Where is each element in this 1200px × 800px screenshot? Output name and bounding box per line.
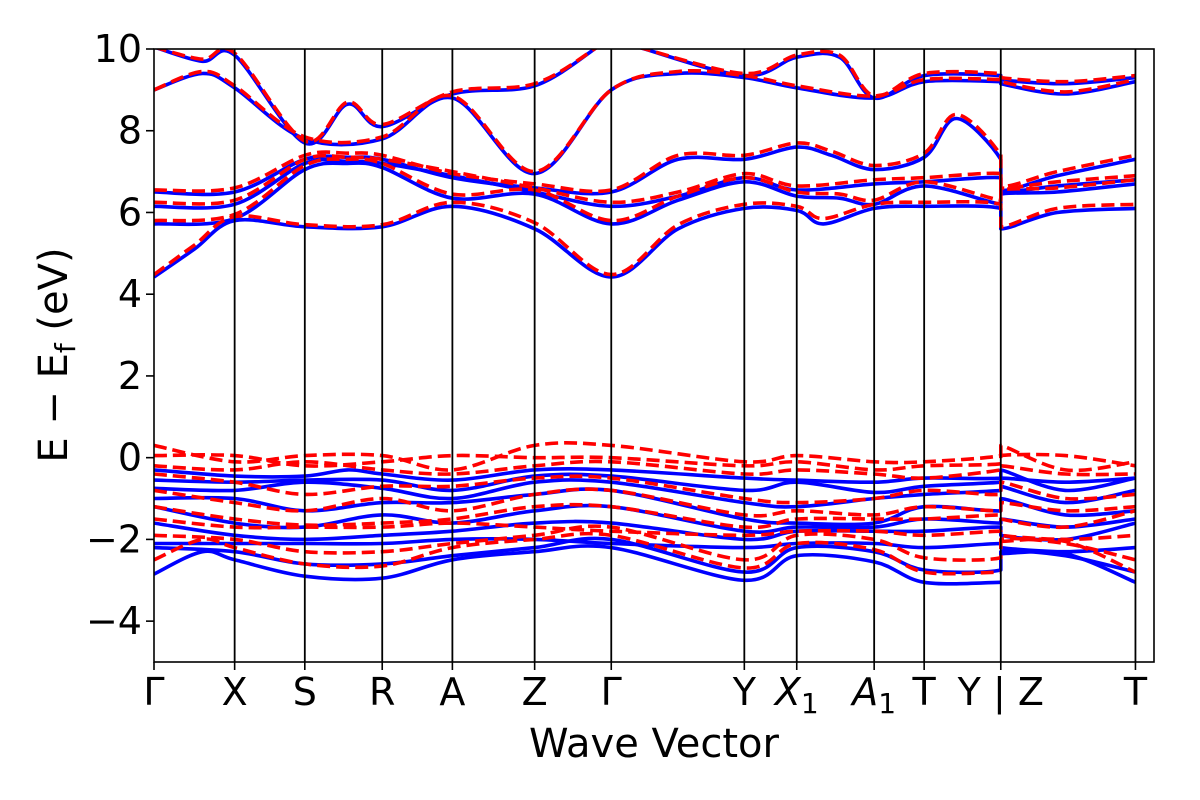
x-tick-label-sub: 1 xyxy=(878,687,896,720)
x-tick-label-main: Y | Z xyxy=(957,670,1044,715)
band-dashed-3 xyxy=(154,112,1136,194)
band-dashed-2 xyxy=(154,153,1136,206)
plot-frame xyxy=(153,48,1155,663)
x-tick-label-main: A xyxy=(439,670,465,714)
y-axis-label-sub: f xyxy=(49,342,82,353)
x-tick-label-main: Z xyxy=(522,670,548,714)
x-tick-label: Z xyxy=(522,670,548,714)
x-tick-label: X xyxy=(222,670,248,714)
x-tick-label-main: X xyxy=(222,670,248,714)
x-tick-label-main: R xyxy=(369,670,395,714)
x-tick-label-sub: 1 xyxy=(801,687,819,720)
x-tick-label: Y xyxy=(732,670,757,714)
x-tick-label: Y | Z xyxy=(957,670,1044,715)
x-tick-label-main: X xyxy=(773,670,802,714)
y-axis-ticks: −4 −2 0 2 4 6 8 10 xyxy=(86,27,154,643)
series-dashed xyxy=(154,49,1137,576)
y-axis-label-unit: (eV) xyxy=(31,247,77,343)
x-tick-label: Γ xyxy=(143,670,164,714)
band-dashed-9 xyxy=(154,459,1136,480)
x-tick-label-main: Y xyxy=(732,670,757,714)
band-dashed-1 xyxy=(154,157,1136,223)
x-tick-label: A1 xyxy=(849,670,896,720)
x-tick-label: X1 xyxy=(773,670,819,720)
bands-layer xyxy=(154,49,1137,586)
x-tick-label: A xyxy=(439,670,465,714)
high-symmetry-lines xyxy=(233,49,1137,662)
y-tick-label: 0 xyxy=(118,436,142,480)
band-dashed-12 xyxy=(154,502,1136,530)
band-dashed-8 xyxy=(154,452,1136,472)
y-tick-label: 4 xyxy=(118,272,142,316)
x-tick-label: S xyxy=(293,670,317,714)
x-tick-label-main: Γ xyxy=(143,670,164,714)
x-tick-label: Γ xyxy=(601,670,622,714)
band-dashed-11 xyxy=(154,487,1136,518)
band-dashed-16 xyxy=(154,524,1136,562)
band-dashed-0 xyxy=(154,199,1136,277)
x-tick-label-main: S xyxy=(293,670,317,714)
band-solid-0 xyxy=(154,204,1136,279)
x-axis-label: Wave Vector xyxy=(529,721,780,767)
y-axis-label-main: E − E xyxy=(31,353,77,463)
x-tick-label: R xyxy=(369,670,395,714)
y-tick-label: −2 xyxy=(86,517,142,561)
band-solid-14 xyxy=(154,544,1001,586)
band-dashed-14 xyxy=(154,531,1001,576)
y-tick-label: 10 xyxy=(94,27,142,71)
band-dashed-4 xyxy=(154,68,1136,174)
band-dashed-15 xyxy=(1000,537,1137,574)
band-solid-12 xyxy=(154,519,1136,542)
band-dashed-6 xyxy=(638,49,1136,98)
band-dashed-5 xyxy=(154,49,598,144)
band-dashed-13 xyxy=(154,517,1136,542)
y-tick-label: −4 xyxy=(86,599,142,643)
y-tick-label: 6 xyxy=(118,190,142,234)
band-solid-15 xyxy=(1000,549,1137,584)
band-solid-1 xyxy=(154,161,1136,227)
x-tick-label-main: A xyxy=(849,670,878,714)
band-solid-7 xyxy=(154,466,1136,493)
band-dashed-10 xyxy=(154,472,1136,505)
x-tick-label-main: T xyxy=(912,670,937,714)
band-dashed-7 xyxy=(154,441,1136,473)
x-tick-label-main: T xyxy=(1123,670,1148,714)
y-tick-label: 2 xyxy=(118,354,142,398)
x-tick-label: T xyxy=(1123,670,1148,714)
y-tick-label: 8 xyxy=(118,109,142,153)
x-tick-label: T xyxy=(912,670,937,714)
x-tick-label-main: Γ xyxy=(601,670,622,714)
y-axis-label: E − Ef (eV) xyxy=(31,247,82,462)
